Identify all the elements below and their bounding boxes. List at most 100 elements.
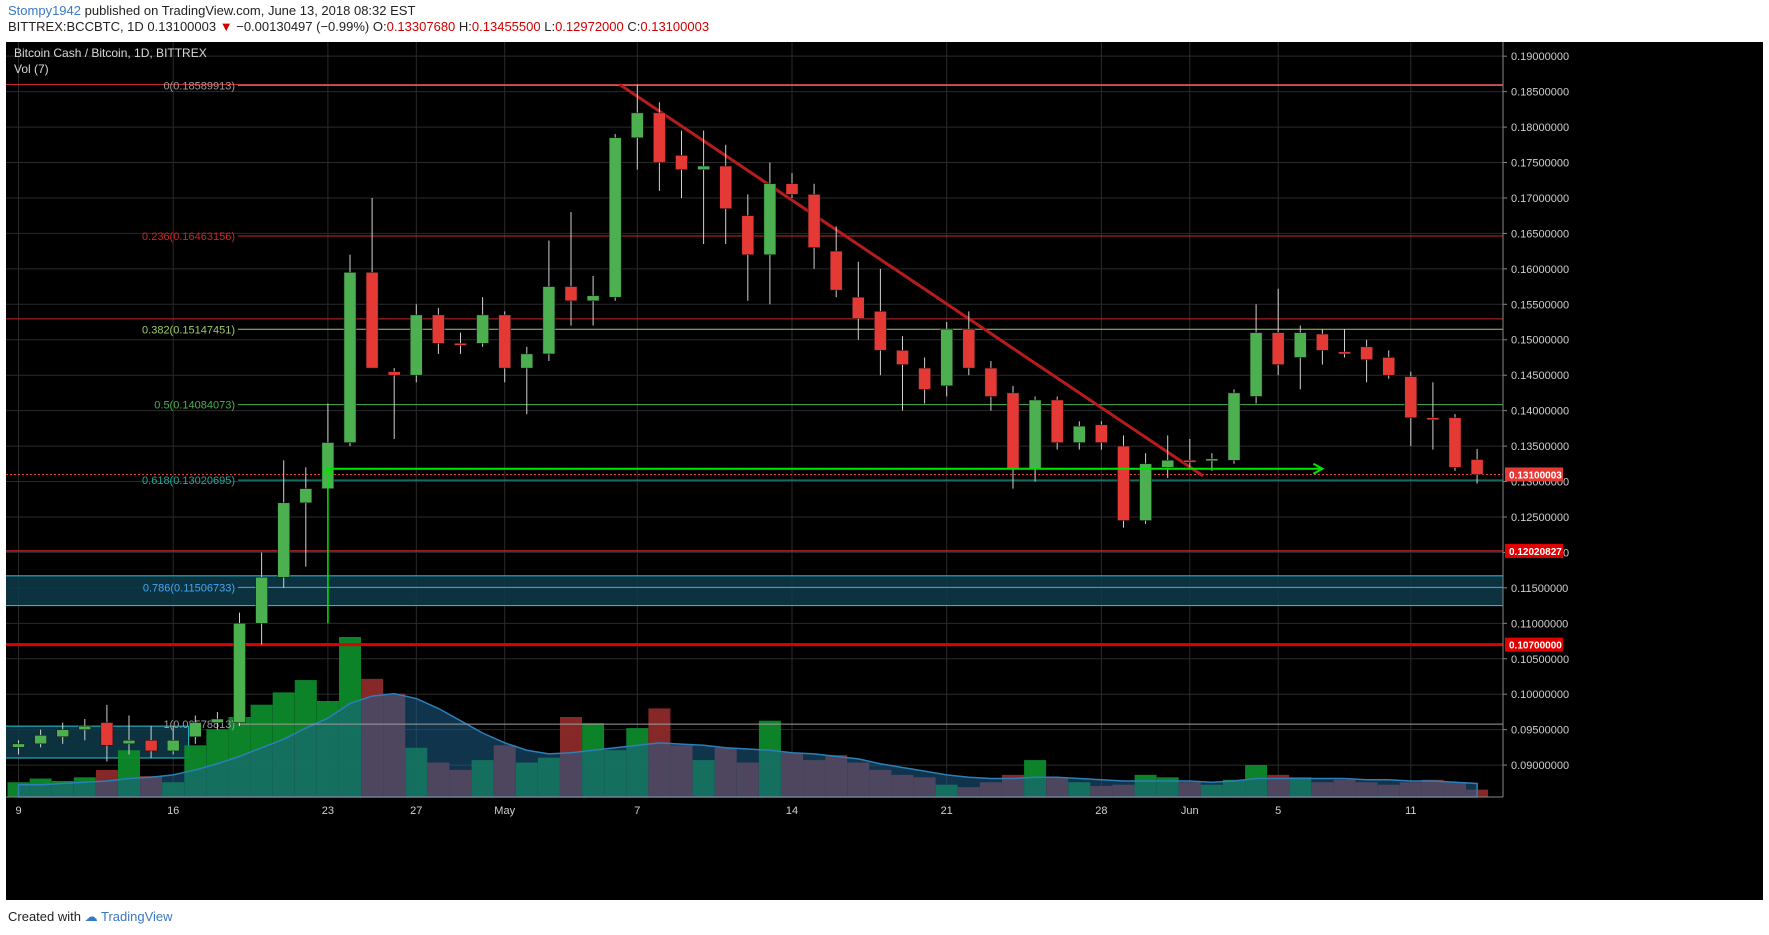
arrow-right-head: [1312, 462, 1325, 475]
candle-body: [1271, 332, 1285, 365]
downtrend-line: [618, 83, 1204, 478]
y-tick-label: 0.19000000: [1511, 51, 1569, 63]
candle-body: [1006, 392, 1020, 470]
tradingview-link[interactable]: TradingView: [101, 909, 173, 924]
author-link[interactable]: Stompy1942: [8, 3, 81, 18]
candle-body: [299, 488, 313, 504]
fib-level-label: 0(0.18589913): [163, 80, 235, 92]
candle-body: [211, 718, 224, 723]
candle-body: [785, 183, 799, 195]
y-tick-label: 0.18500000: [1511, 87, 1569, 99]
change-text: −0.00130497 (−0.99%): [236, 19, 370, 34]
candle-body: [56, 729, 69, 737]
x-tick-label: 27: [410, 805, 422, 817]
y-tick-label: 0.12500000: [1511, 512, 1569, 524]
price-badge: [1505, 543, 1563, 558]
candle-body: [1448, 417, 1462, 468]
candle-body: [343, 272, 357, 443]
candle-body: [763, 183, 777, 255]
candle-body: [1227, 392, 1241, 461]
footer: Created with ☁ TradingView: [8, 909, 173, 925]
candle-body: [542, 286, 556, 355]
price-badge-label: 0.13100003: [1509, 470, 1562, 481]
candle-body: [1117, 445, 1130, 521]
high-value: 0.13455500: [471, 19, 541, 34]
candle-body: [675, 155, 688, 170]
x-tick-label: 14: [786, 805, 798, 817]
candlestick-chart[interactable]: 0(0.18589913) 0.236(0.16463156) 0.382(0.15…: [6, 42, 1763, 900]
fib-level-label: 0.236(0.16463156): [142, 231, 235, 243]
chart-frame[interactable]: 0(0.18589913) 0.236(0.16463156) 0.382(0.15…: [6, 42, 1763, 900]
candle-body: [1470, 459, 1484, 475]
y-tick-label: 0.14500000: [1511, 370, 1569, 382]
candle-body: [166, 740, 180, 752]
y-tick-label: 0.15000000: [1511, 335, 1569, 347]
symbol-text: BITTREX:BCCBTC, 1D: [8, 19, 144, 34]
arrow-up-head: [322, 465, 334, 476]
chart-title: Bitcoin Cash / Bitcoin, 1D, BITTREX: [14, 46, 207, 60]
candle-body: [1360, 346, 1373, 360]
y-tick-label: 0.09500000: [1511, 725, 1569, 737]
high-label: H:: [458, 19, 472, 34]
close-label: C:: [627, 19, 641, 34]
y-tick-label: 0.16500000: [1511, 228, 1569, 240]
candle-body: [653, 112, 666, 163]
y-tick-label: 0.09000000: [1511, 760, 1569, 772]
x-tick-label: 23: [322, 805, 334, 817]
y-tick-label: 0.17500000: [1511, 158, 1569, 170]
candle-body: [144, 740, 158, 752]
candle-body: [608, 137, 622, 298]
candle-body: [1161, 460, 1174, 468]
candle-body: [34, 735, 47, 745]
volume-indicator-label: Vol (7): [14, 62, 49, 76]
volume-ma-area: [17, 692, 1478, 798]
low-value: 0.12972000: [555, 19, 624, 34]
candle-body: [852, 296, 865, 319]
candle-body: [1294, 332, 1307, 358]
candle-body: [1404, 376, 1418, 418]
candle-body: [1316, 333, 1329, 351]
candle-body: [100, 722, 114, 746]
y-tick-label: 0.15500000: [1511, 299, 1569, 311]
candle-body: [896, 350, 909, 365]
candle-body: [233, 623, 246, 723]
candle-body: [874, 311, 887, 351]
candle-body: [918, 367, 931, 390]
candle-body: [476, 314, 489, 344]
open-value: 0.13307680: [386, 19, 456, 34]
price-badge: [1505, 637, 1563, 652]
y-tick-label: 0.10000000: [1511, 689, 1569, 701]
x-tick-label: May: [494, 805, 515, 817]
fib-level-label: 0.786(0.11506733): [143, 582, 235, 594]
x-tick-label: 9: [15, 805, 21, 817]
candle-body: [189, 722, 202, 737]
candle-body: [741, 215, 755, 255]
candle-body: [122, 740, 136, 745]
y-tick-label: 0.13500000: [1511, 441, 1569, 453]
candle-body: [277, 502, 290, 578]
ohlc-line: BITTREX:BCCBTC, 1D 0.13100003 ▼ −0.00130…: [8, 19, 709, 35]
candle-body: [1139, 463, 1152, 521]
candle-body: [365, 272, 379, 369]
y-tick-label: 0.18000000: [1511, 122, 1569, 134]
x-tick-label: Jun: [1181, 805, 1199, 817]
tradingview-cloud-icon: ☁: [84, 909, 98, 924]
fib-level-label: 0.382(0.15147451): [142, 324, 235, 336]
y-tick-label: 0.17000000: [1511, 193, 1569, 205]
candle-body: [719, 165, 732, 209]
x-tick-label: 5: [1275, 805, 1281, 817]
candle-body: [1205, 458, 1219, 462]
candle-body: [1183, 460, 1197, 463]
open-label: O:: [372, 19, 387, 34]
candle-body: [586, 295, 600, 302]
candle-body: [564, 286, 578, 302]
candle-body: [387, 371, 401, 376]
price-badge-label: 0.12020827: [1509, 547, 1562, 558]
candle-body: [410, 314, 423, 376]
x-tick-label: 28: [1095, 805, 1107, 817]
candle-body: [829, 250, 843, 291]
chart-header: Stompy1942 published on TradingView.com,…: [8, 3, 709, 35]
y-tick-label: 0.11000000: [1511, 618, 1568, 630]
candle-body: [1338, 351, 1351, 355]
candle-body: [697, 165, 710, 170]
